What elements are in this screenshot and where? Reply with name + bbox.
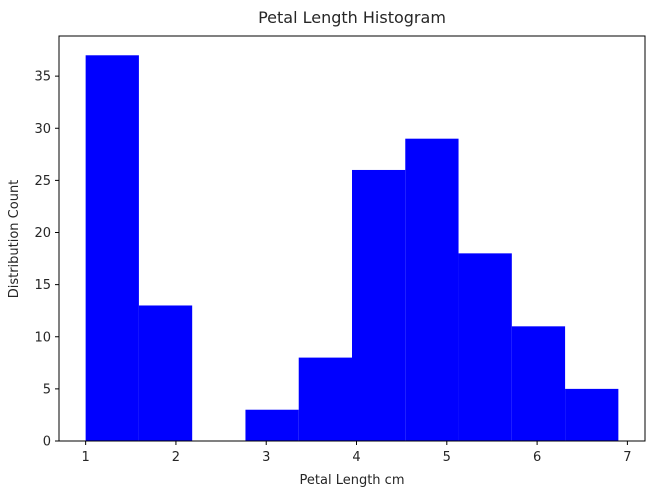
- histogram-bar: [298, 357, 352, 441]
- histogram-bar: [352, 169, 406, 442]
- x-axis-ticks: 1 2 3 4 5 6 7: [81, 441, 632, 465]
- y-tick-label: 5: [43, 382, 51, 397]
- y-tick-label: 35: [34, 70, 51, 85]
- y-axis-ticks: 0 5 10 15 20 25 30 35: [34, 70, 59, 450]
- x-tick-label: 3: [262, 450, 270, 465]
- histogram-bar: [405, 138, 459, 441]
- histogram-bar: [245, 409, 299, 441]
- x-tick-label: 1: [81, 450, 89, 465]
- histogram-bar: [138, 305, 193, 441]
- x-tick-label: 4: [352, 450, 360, 465]
- x-tick-label: 2: [172, 450, 180, 465]
- y-tick-label: 10: [34, 330, 51, 345]
- x-tick-label: 6: [533, 450, 541, 465]
- y-axis-label: Distribution Count: [7, 180, 22, 299]
- histogram-bar: [85, 55, 139, 442]
- histogram-bar: [511, 326, 566, 441]
- histogram-bar: [458, 253, 512, 441]
- y-tick-label: 15: [34, 278, 51, 293]
- chart-title: Petal Length Histogram: [258, 8, 446, 27]
- histogram-bar: [565, 388, 619, 441]
- plot-frame: [58, 35, 646, 442]
- x-tick-label: 7: [623, 450, 631, 465]
- x-axis-label: Petal Length cm: [300, 473, 405, 488]
- y-tick-label: 25: [34, 174, 51, 189]
- y-tick-label: 0: [43, 435, 51, 450]
- y-tick-label: 30: [34, 122, 51, 137]
- x-tick-label: 5: [443, 450, 451, 465]
- y-tick-label: 20: [34, 226, 51, 241]
- bars-group: [85, 55, 619, 442]
